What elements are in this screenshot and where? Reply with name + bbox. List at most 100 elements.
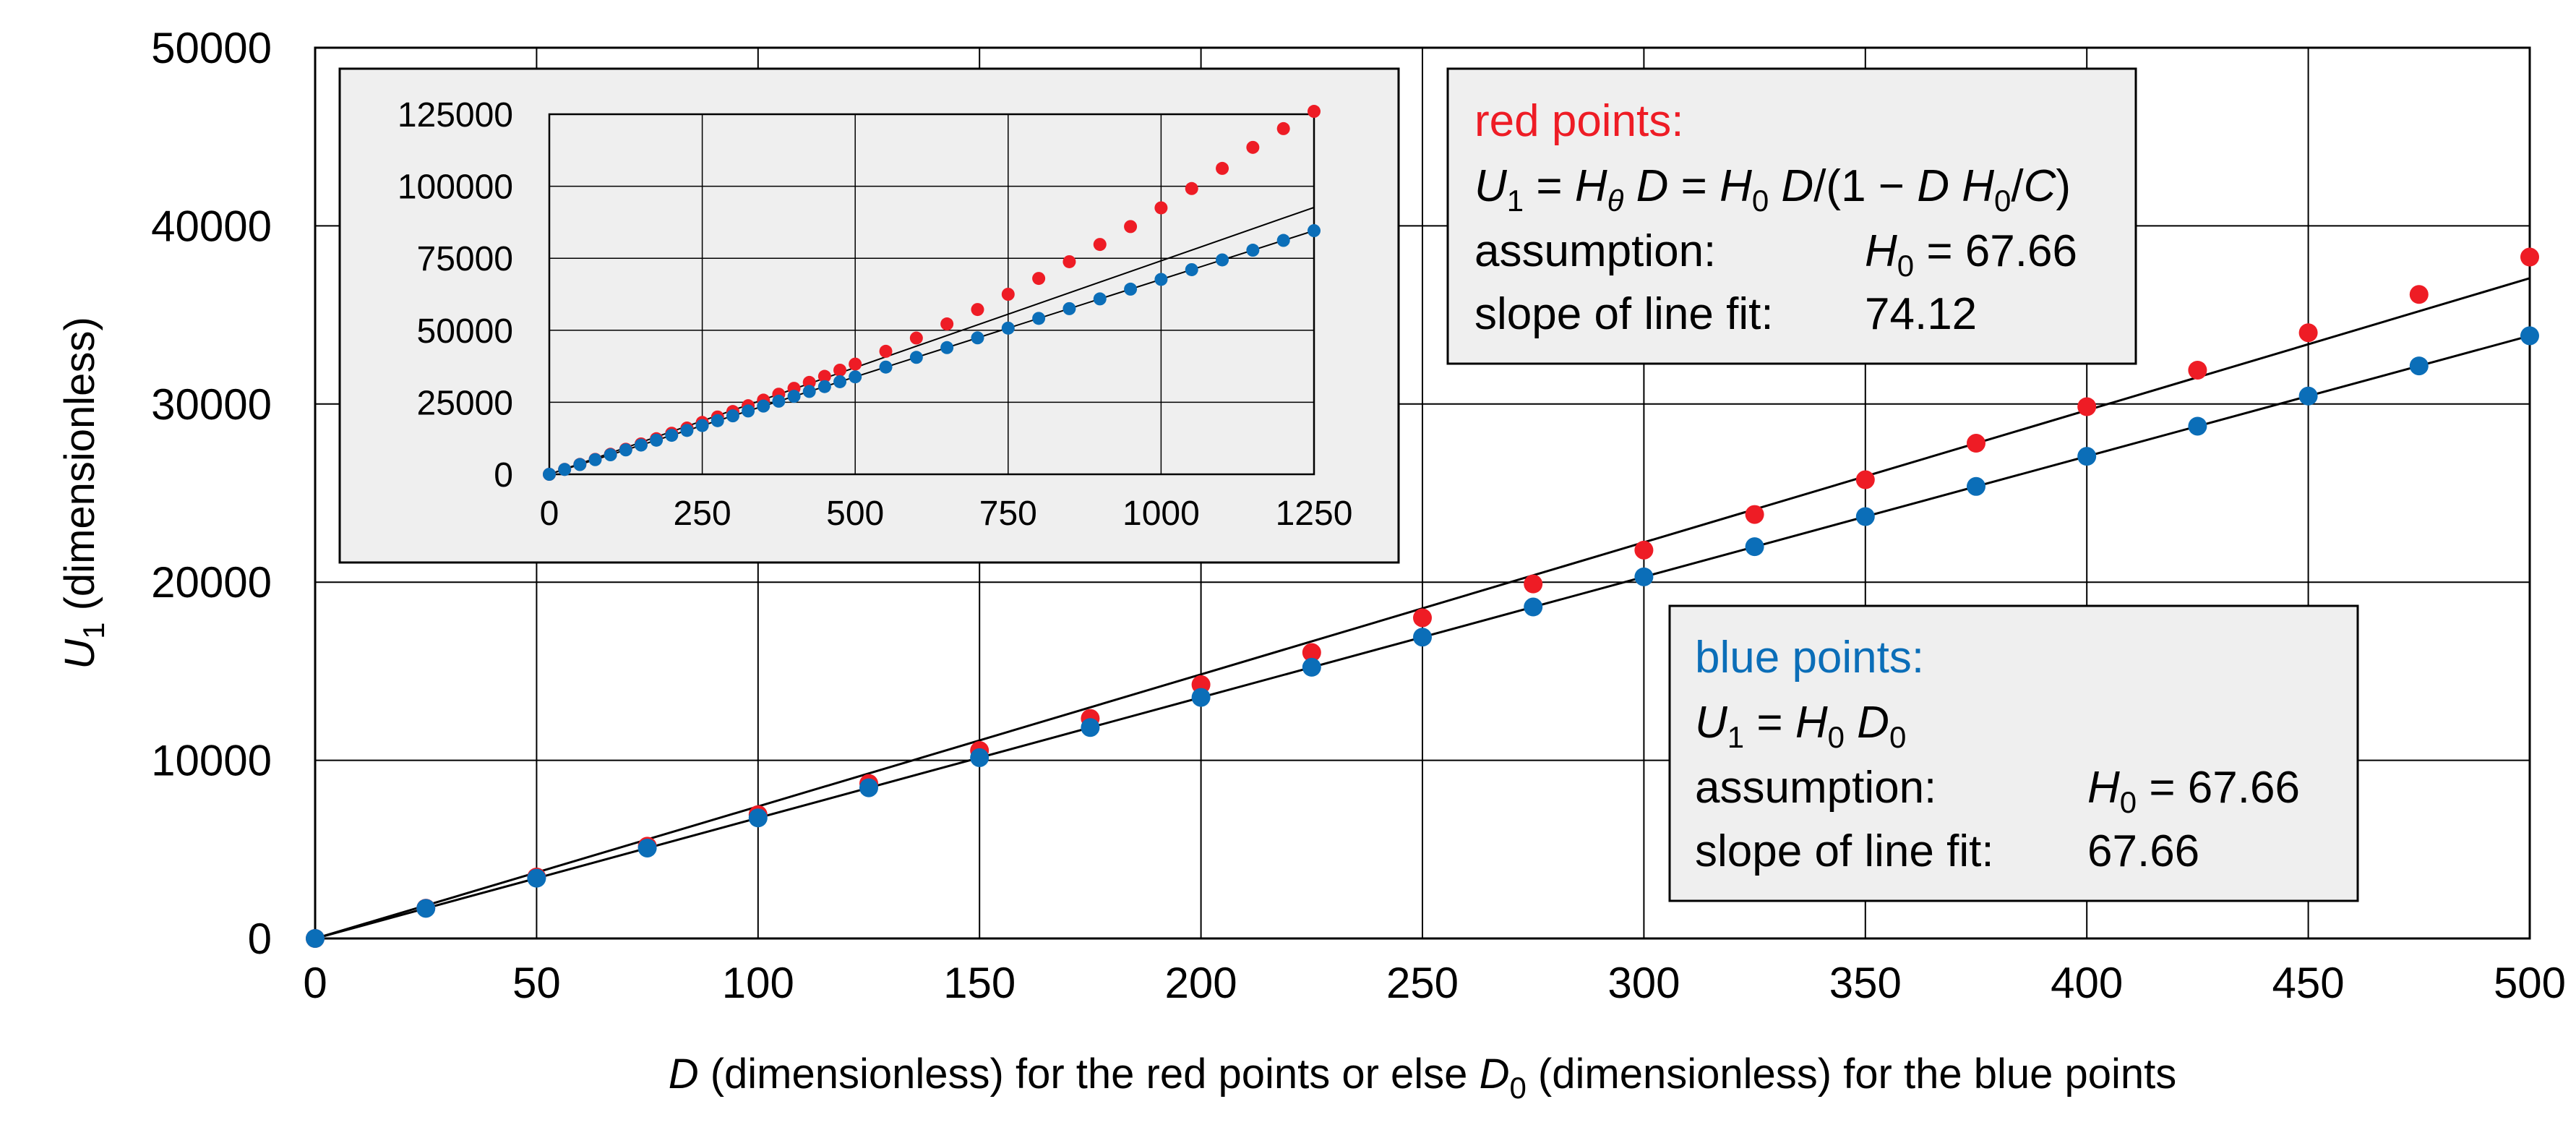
data-point-blue bbox=[1308, 224, 1321, 238]
x-tick-label: 150 bbox=[943, 959, 1016, 1007]
data-point-blue bbox=[1124, 282, 1138, 296]
red-annotation-box: red points: U1 = Hθ D = H0 D/(1 − D H0/C… bbox=[1446, 67, 2137, 365]
data-point-blue bbox=[695, 419, 709, 432]
inset-points bbox=[543, 105, 1321, 481]
data-point-blue bbox=[1081, 718, 1100, 737]
data-point-red bbox=[2077, 397, 2097, 416]
data-point-blue bbox=[970, 748, 989, 767]
y-tick-label: 0 bbox=[248, 915, 272, 963]
blue-annotation-box: blue points: U1 = H0 D0 assumption: H0 =… bbox=[1668, 604, 2359, 902]
data-point-blue bbox=[1093, 292, 1107, 306]
data-point-blue bbox=[1191, 688, 1211, 707]
data-point-red bbox=[1855, 470, 1875, 489]
red-annotation-slope-value: 74.12 bbox=[1865, 289, 1977, 339]
data-point-blue bbox=[1524, 597, 1543, 617]
data-point-blue bbox=[748, 808, 768, 828]
data-point-blue bbox=[1185, 262, 1198, 276]
data-point-red bbox=[1634, 540, 1654, 560]
x-tick-label: 450 bbox=[2272, 959, 2345, 1007]
data-point-red bbox=[1246, 140, 1260, 154]
red-annotation-slope-label: slope of line fit: bbox=[1474, 289, 1774, 339]
main-x-tick-labels: 0 50 100 150 200 250 300 350 400 450 500 bbox=[303, 959, 2566, 1007]
data-point-red bbox=[2520, 247, 2539, 267]
inset-x-tick-labels: 0 250 500 750 1000 1250 bbox=[540, 495, 1353, 533]
x-tick-label: 300 bbox=[1607, 959, 1680, 1007]
blue-annotation-formula: U1 = H0 D0 bbox=[1695, 698, 1906, 754]
data-point-red bbox=[2298, 323, 2318, 343]
data-point-blue bbox=[416, 899, 436, 918]
data-point-red bbox=[2188, 360, 2207, 380]
data-point-blue bbox=[1745, 537, 1764, 557]
data-point-red bbox=[940, 317, 954, 331]
data-point-blue bbox=[588, 453, 602, 466]
y-tick-label: 20000 bbox=[151, 558, 272, 607]
y-tick-label: 10000 bbox=[151, 737, 272, 785]
x-tick-label: 100 bbox=[722, 959, 794, 1007]
x-tick-label: 200 bbox=[1165, 959, 1237, 1007]
data-point-blue bbox=[1216, 253, 1229, 267]
data-point-blue bbox=[802, 385, 816, 398]
data-point-red bbox=[817, 369, 831, 383]
data-point-blue bbox=[650, 433, 664, 447]
y-tick-label: 50000 bbox=[417, 312, 513, 351]
data-point-blue bbox=[772, 394, 786, 408]
data-point-blue bbox=[1246, 244, 1260, 257]
main-points bbox=[306, 247, 2539, 948]
data-point-red bbox=[1093, 238, 1107, 252]
y-tick-label: 25000 bbox=[417, 384, 513, 422]
data-point-red bbox=[1185, 181, 1198, 195]
y-tick-label: 125000 bbox=[398, 96, 513, 134]
data-point-blue bbox=[817, 380, 831, 393]
data-point-red bbox=[1308, 105, 1321, 119]
data-point-red bbox=[1216, 161, 1229, 175]
data-point-blue bbox=[527, 868, 546, 888]
data-point-red bbox=[1001, 288, 1015, 301]
blue-annotation-slope-value: 67.66 bbox=[2087, 826, 2199, 876]
data-point-blue bbox=[2409, 356, 2429, 376]
data-point-red bbox=[1276, 121, 1290, 135]
data-point-blue bbox=[680, 424, 694, 437]
y-tick-label: 75000 bbox=[417, 240, 513, 278]
data-point-blue bbox=[1154, 273, 1168, 286]
x-tick-label: 0 bbox=[540, 495, 559, 533]
data-point-blue bbox=[306, 929, 325, 948]
data-point-blue bbox=[1413, 628, 1432, 647]
data-point-blue bbox=[2298, 386, 2318, 406]
red-annotation-title: red points: bbox=[1474, 96, 1684, 146]
data-point-blue bbox=[1967, 476, 1985, 496]
data-point-blue bbox=[909, 351, 923, 364]
data-point-red bbox=[802, 375, 816, 389]
data-point-blue bbox=[1634, 567, 1654, 586]
x-tick-label: 250 bbox=[674, 495, 731, 533]
data-point-blue bbox=[619, 443, 632, 457]
data-point-blue bbox=[573, 458, 587, 471]
y-axis-title: U1 (dimensionless) bbox=[56, 317, 111, 670]
data-point-blue bbox=[1276, 234, 1290, 247]
data-point-blue bbox=[634, 438, 648, 452]
data-point-red bbox=[1154, 201, 1168, 215]
data-point-blue bbox=[787, 390, 801, 403]
inset-plot-area bbox=[548, 113, 1315, 476]
data-point-red bbox=[879, 344, 893, 358]
main-y-tick-labels: 0 10000 20000 30000 40000 50000 bbox=[151, 24, 272, 963]
data-point-blue bbox=[1855, 507, 1875, 526]
data-point-blue bbox=[2188, 416, 2207, 436]
red-annotation-assumption-label: assumption: bbox=[1474, 226, 1716, 276]
y-tick-label: 30000 bbox=[151, 380, 272, 429]
data-point-red bbox=[1745, 505, 1764, 524]
data-point-blue bbox=[604, 448, 617, 462]
data-point-blue bbox=[1001, 321, 1015, 335]
data-point-red bbox=[1302, 643, 1321, 662]
data-point-red bbox=[971, 303, 984, 317]
data-point-blue bbox=[558, 463, 572, 476]
inset-plot: 0 250 500 750 1000 1250 0 25000 50000 75000 10000… bbox=[338, 67, 1400, 564]
data-point-blue bbox=[757, 399, 770, 413]
x-axis-title: D (dimensionless) for the red points or … bbox=[669, 1051, 2177, 1105]
data-point-blue bbox=[859, 778, 878, 797]
data-point-blue bbox=[2520, 326, 2539, 346]
data-point-blue bbox=[637, 838, 657, 857]
x-tick-label: 50 bbox=[512, 959, 561, 1007]
y-tick-label: 40000 bbox=[151, 202, 272, 250]
y-tick-label: 0 bbox=[494, 456, 513, 495]
